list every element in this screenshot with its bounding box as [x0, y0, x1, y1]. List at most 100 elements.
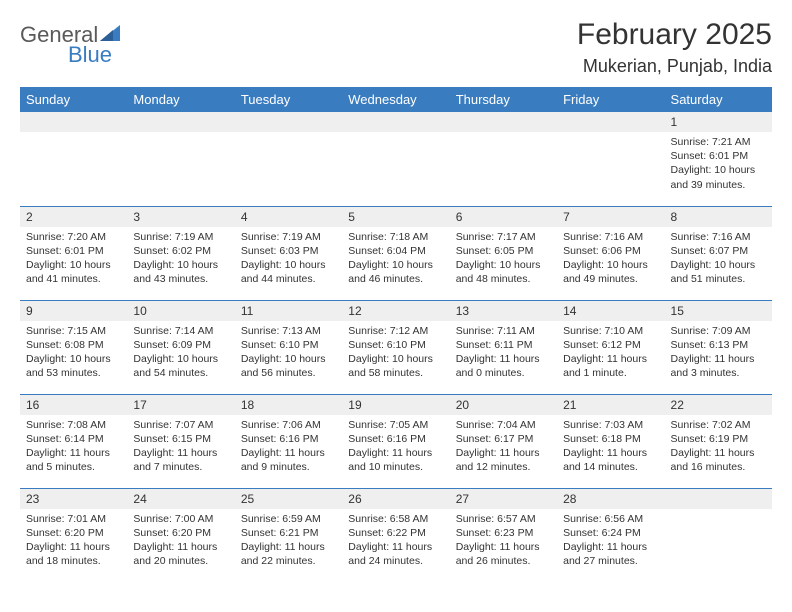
day-details: Sunrise: 7:05 AMSunset: 6:16 PMDaylight:… [342, 415, 449, 481]
day-number: 24 [127, 489, 234, 509]
calendar-cell: 17Sunrise: 7:07 AMSunset: 6:15 PMDayligh… [127, 394, 234, 488]
daylight-text: Daylight: 11 hours and 14 minutes. [563, 446, 658, 474]
day-number: 28 [557, 489, 664, 509]
day-details: Sunrise: 7:03 AMSunset: 6:18 PMDaylight:… [557, 415, 664, 481]
daylight-text: Daylight: 10 hours and 51 minutes. [671, 258, 766, 286]
day-number [235, 112, 342, 132]
day-number: 15 [665, 301, 772, 321]
location-text: Mukerian, Punjab, India [577, 56, 772, 77]
sunset-text: Sunset: 6:23 PM [456, 526, 551, 540]
calendar-cell: 26Sunrise: 6:58 AMSunset: 6:22 PMDayligh… [342, 488, 449, 582]
sunrise-text: Sunrise: 7:16 AM [563, 230, 658, 244]
calendar-cell: 23Sunrise: 7:01 AMSunset: 6:20 PMDayligh… [20, 488, 127, 582]
calendar-cell: 3Sunrise: 7:19 AMSunset: 6:02 PMDaylight… [127, 206, 234, 300]
day-number: 5 [342, 207, 449, 227]
sunrise-text: Sunrise: 7:17 AM [456, 230, 551, 244]
sunrise-text: Sunrise: 7:08 AM [26, 418, 121, 432]
day-header: Saturday [665, 87, 772, 112]
sunrise-text: Sunrise: 7:03 AM [563, 418, 658, 432]
sunset-text: Sunset: 6:01 PM [26, 244, 121, 258]
sunset-text: Sunset: 6:19 PM [671, 432, 766, 446]
day-number: 27 [450, 489, 557, 509]
daylight-text: Daylight: 11 hours and 5 minutes. [26, 446, 121, 474]
day-number [342, 112, 449, 132]
daylight-text: Daylight: 10 hours and 54 minutes. [133, 352, 228, 380]
sunrise-text: Sunrise: 7:05 AM [348, 418, 443, 432]
calendar-cell: 12Sunrise: 7:12 AMSunset: 6:10 PMDayligh… [342, 300, 449, 394]
day-details: Sunrise: 7:16 AMSunset: 6:07 PMDaylight:… [665, 227, 772, 293]
calendar-cell: 18Sunrise: 7:06 AMSunset: 6:16 PMDayligh… [235, 394, 342, 488]
sunset-text: Sunset: 6:13 PM [671, 338, 766, 352]
calendar-week-row: 1Sunrise: 7:21 AMSunset: 6:01 PMDaylight… [20, 112, 772, 206]
daylight-text: Daylight: 11 hours and 10 minutes. [348, 446, 443, 474]
sunrise-text: Sunrise: 7:21 AM [671, 135, 766, 149]
daylight-text: Daylight: 11 hours and 7 minutes. [133, 446, 228, 474]
day-number [127, 112, 234, 132]
sunrise-text: Sunrise: 6:57 AM [456, 512, 551, 526]
sunrise-text: Sunrise: 7:20 AM [26, 230, 121, 244]
sunset-text: Sunset: 6:06 PM [563, 244, 658, 258]
daylight-text: Daylight: 10 hours and 41 minutes. [26, 258, 121, 286]
day-details: Sunrise: 7:09 AMSunset: 6:13 PMDaylight:… [665, 321, 772, 387]
sunrise-text: Sunrise: 7:11 AM [456, 324, 551, 338]
calendar-cell: 14Sunrise: 7:10 AMSunset: 6:12 PMDayligh… [557, 300, 664, 394]
calendar-cell [235, 112, 342, 206]
calendar-cell [342, 112, 449, 206]
sunset-text: Sunset: 6:22 PM [348, 526, 443, 540]
day-number: 21 [557, 395, 664, 415]
calendar-cell: 1Sunrise: 7:21 AMSunset: 6:01 PMDaylight… [665, 112, 772, 206]
day-details: Sunrise: 7:15 AMSunset: 6:08 PMDaylight:… [20, 321, 127, 387]
sunset-text: Sunset: 6:17 PM [456, 432, 551, 446]
day-details: Sunrise: 7:20 AMSunset: 6:01 PMDaylight:… [20, 227, 127, 293]
sunrise-text: Sunrise: 7:10 AM [563, 324, 658, 338]
day-number: 18 [235, 395, 342, 415]
calendar-cell [450, 112, 557, 206]
day-details: Sunrise: 7:07 AMSunset: 6:15 PMDaylight:… [127, 415, 234, 481]
day-number: 4 [235, 207, 342, 227]
day-number: 25 [235, 489, 342, 509]
calendar-cell [20, 112, 127, 206]
calendar-cell [665, 488, 772, 582]
sunrise-text: Sunrise: 7:16 AM [671, 230, 766, 244]
calendar-body: 1Sunrise: 7:21 AMSunset: 6:01 PMDaylight… [20, 112, 772, 582]
calendar-cell: 15Sunrise: 7:09 AMSunset: 6:13 PMDayligh… [665, 300, 772, 394]
day-header: Tuesday [235, 87, 342, 112]
calendar-cell [557, 112, 664, 206]
month-year-title: February 2025 [577, 18, 772, 52]
sunset-text: Sunset: 6:18 PM [563, 432, 658, 446]
day-details: Sunrise: 7:12 AMSunset: 6:10 PMDaylight:… [342, 321, 449, 387]
day-number: 1 [665, 112, 772, 132]
daylight-text: Daylight: 11 hours and 20 minutes. [133, 540, 228, 568]
daylight-text: Daylight: 11 hours and 27 minutes. [563, 540, 658, 568]
calendar-cell: 4Sunrise: 7:19 AMSunset: 6:03 PMDaylight… [235, 206, 342, 300]
day-details: Sunrise: 7:21 AMSunset: 6:01 PMDaylight:… [665, 132, 772, 198]
sunset-text: Sunset: 6:20 PM [26, 526, 121, 540]
calendar-week-row: 2Sunrise: 7:20 AMSunset: 6:01 PMDaylight… [20, 206, 772, 300]
calendar-cell: 27Sunrise: 6:57 AMSunset: 6:23 PMDayligh… [450, 488, 557, 582]
sunset-text: Sunset: 6:20 PM [133, 526, 228, 540]
day-number: 11 [235, 301, 342, 321]
calendar-cell: 22Sunrise: 7:02 AMSunset: 6:19 PMDayligh… [665, 394, 772, 488]
daylight-text: Daylight: 11 hours and 1 minute. [563, 352, 658, 380]
day-details: Sunrise: 7:02 AMSunset: 6:19 PMDaylight:… [665, 415, 772, 481]
day-number: 17 [127, 395, 234, 415]
sunset-text: Sunset: 6:01 PM [671, 149, 766, 163]
sunrise-text: Sunrise: 6:58 AM [348, 512, 443, 526]
daylight-text: Daylight: 11 hours and 9 minutes. [241, 446, 336, 474]
sunrise-text: Sunrise: 7:00 AM [133, 512, 228, 526]
logo-text-part2: Blue [20, 44, 130, 66]
day-number: 13 [450, 301, 557, 321]
sunrise-text: Sunrise: 7:12 AM [348, 324, 443, 338]
day-header: Sunday [20, 87, 127, 112]
sunset-text: Sunset: 6:07 PM [671, 244, 766, 258]
sunrise-text: Sunrise: 7:09 AM [671, 324, 766, 338]
day-details: Sunrise: 7:06 AMSunset: 6:16 PMDaylight:… [235, 415, 342, 481]
day-details: Sunrise: 7:00 AMSunset: 6:20 PMDaylight:… [127, 509, 234, 575]
sunset-text: Sunset: 6:09 PM [133, 338, 228, 352]
sunrise-text: Sunrise: 6:59 AM [241, 512, 336, 526]
header: General Blue February 2025 Mukerian, Pun… [20, 18, 772, 77]
sunrise-text: Sunrise: 6:56 AM [563, 512, 658, 526]
sunrise-text: Sunrise: 7:02 AM [671, 418, 766, 432]
sunset-text: Sunset: 6:10 PM [348, 338, 443, 352]
daylight-text: Daylight: 11 hours and 3 minutes. [671, 352, 766, 380]
